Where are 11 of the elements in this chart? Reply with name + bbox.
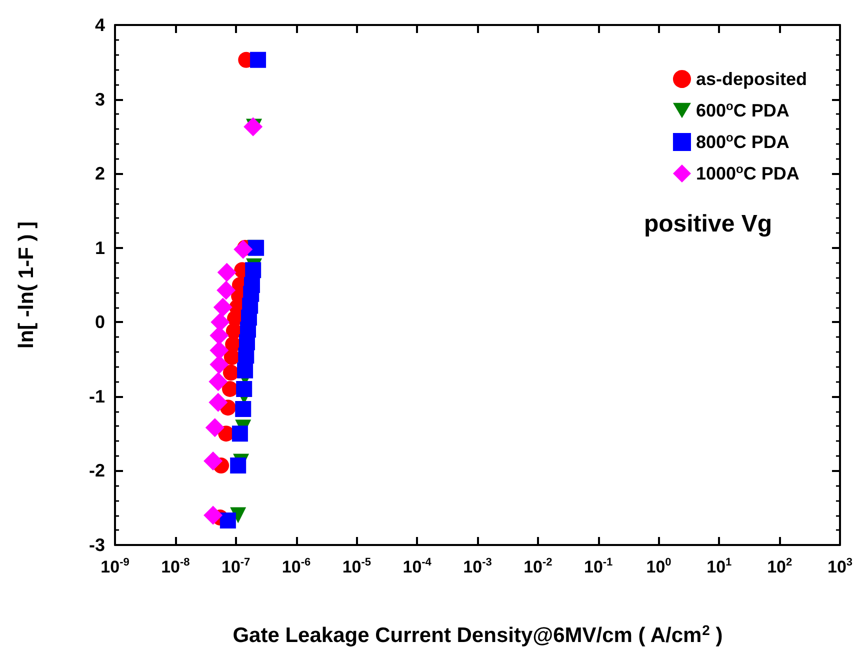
legend-label: as-deposited — [696, 69, 808, 89]
y-tick-label: -1 — [88, 386, 105, 406]
y-tick-label: 2 — [94, 164, 105, 184]
y-tick-label: 4 — [94, 15, 105, 35]
y-tick-label: 1 — [94, 238, 105, 258]
y-tick-label: -3 — [88, 535, 105, 555]
annotation: positive Vg — [644, 210, 772, 238]
y-tick-label: 3 — [94, 89, 105, 110]
y-tick-label: 0 — [94, 312, 105, 332]
y-axis-title: ln[ -ln( 1-F ) ] — [15, 221, 38, 349]
y-tick-label: -2 — [88, 460, 105, 481]
